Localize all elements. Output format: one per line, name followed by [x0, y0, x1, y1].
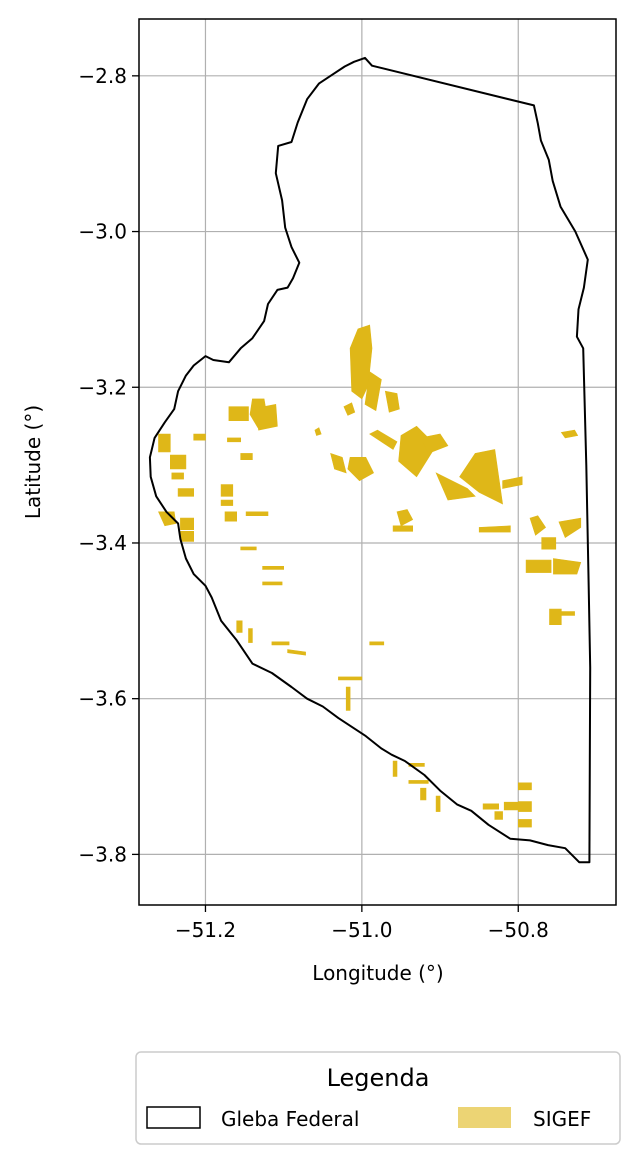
x-tick-label: −51.0: [331, 918, 392, 942]
sigef-parcel: [220, 499, 234, 506]
sigef-parcel: [494, 811, 503, 820]
sigef-parcel: [549, 608, 562, 626]
x-axis-ticks: −51.2 −51.0 −50.8: [175, 905, 549, 942]
sigef-parcel: [345, 686, 351, 711]
sigef-parcel: [177, 488, 194, 497]
legend-label-gleba-federal: Gleba Federal: [221, 1107, 359, 1131]
sigef-parcel: [478, 525, 511, 533]
sigef-parcel: [245, 511, 269, 517]
plot-frame: [138, 18, 617, 906]
sigef-parcel: [396, 509, 414, 527]
y-axis-label: Latitude (°): [21, 405, 45, 519]
sigef-parcel: [330, 452, 347, 474]
sigef-parcel: [171, 472, 184, 480]
sigef-parcel: [560, 429, 579, 439]
sigef-parcels: [158, 324, 582, 828]
sigef-parcel: [420, 433, 449, 454]
sigef-parcel: [158, 511, 177, 527]
sigef-parcel: [502, 476, 523, 489]
legend-title: Legenda: [327, 1064, 430, 1092]
sigef-parcel: [369, 641, 385, 646]
sigef-parcel: [517, 782, 532, 791]
plot-area: [139, 19, 616, 905]
sigef-parcel: [158, 433, 171, 453]
sigef-parcel: [525, 559, 552, 573]
legend-swatch-sigef: [458, 1107, 511, 1128]
sigef-parcel: [503, 801, 519, 811]
sigef-parcel: [180, 517, 194, 531]
sigef-parcel: [271, 641, 290, 646]
sigef-parcel: [338, 676, 363, 681]
sigef-parcel: [343, 402, 356, 416]
sigef-parcel: [435, 795, 441, 812]
sigef-parcel: [248, 628, 253, 643]
sigef-parcel: [392, 760, 398, 777]
sigef-parcel: [364, 371, 382, 412]
y-tick-label: −3.2: [78, 375, 127, 399]
sigef-parcel: [240, 546, 257, 551]
y-tick-label: −2.8: [78, 64, 127, 88]
sigef-parcel: [349, 324, 373, 400]
legend-label-sigef: SIGEF: [533, 1107, 591, 1131]
gleba-federal-outline: [148, 56, 592, 864]
sigef-parcel: [384, 390, 400, 413]
sigef-parcel: [240, 453, 253, 461]
sigef-parcel: [314, 427, 322, 436]
sigef-parcel: [553, 558, 582, 575]
sigef-parcel: [262, 565, 285, 570]
sigef-parcel: [420, 787, 427, 801]
gleba-federal-boundary: [148, 56, 592, 864]
sigef-parcel: [408, 780, 429, 784]
sigef-parcel: [193, 433, 206, 441]
sigef-parcel: [459, 449, 503, 505]
sigef-parcel: [287, 649, 306, 656]
sigef-parcel: [369, 429, 398, 450]
sigef-parcel: [347, 456, 374, 482]
sigef-parcel: [224, 511, 237, 522]
sigef-parcel: [517, 819, 532, 828]
sigef-parcel: [262, 581, 283, 586]
sigef-parcel: [517, 801, 532, 812]
x-axis-label: Longitude (°): [312, 961, 443, 985]
x-tick-label: −51.2: [175, 918, 236, 942]
sigef-parcel: [227, 437, 241, 443]
sigef-parcel: [560, 611, 575, 616]
sigef-parcel: [180, 530, 194, 542]
sigef-parcel: [435, 472, 476, 501]
y-tick-label: −3.8: [78, 842, 127, 866]
sigef-parcel: [170, 454, 187, 470]
legend-swatch-gleba-federal: [146, 1106, 201, 1129]
sigef-parcel: [482, 803, 500, 810]
sigef-parcel: [220, 484, 234, 497]
sigef-parcel: [392, 525, 414, 532]
sigef-parcel: [529, 515, 547, 536]
sigef-parcel: [255, 404, 278, 431]
x-tick-label: −50.8: [488, 918, 549, 942]
y-tick-label: −3.6: [78, 687, 127, 711]
sigef-parcel: [541, 537, 557, 550]
sigef-parcel: [236, 620, 243, 633]
sigef-parcel: [228, 406, 249, 422]
y-tick-label: −3.4: [78, 531, 127, 555]
sigef-parcel: [558, 517, 582, 538]
y-axis-ticks: −2.8 −3.0 −3.2 −3.4 −3.6 −3.8: [78, 64, 139, 866]
y-tick-label: −3.0: [78, 220, 127, 244]
legend: Legenda Gleba Federal SIGEF: [135, 1051, 621, 1145]
